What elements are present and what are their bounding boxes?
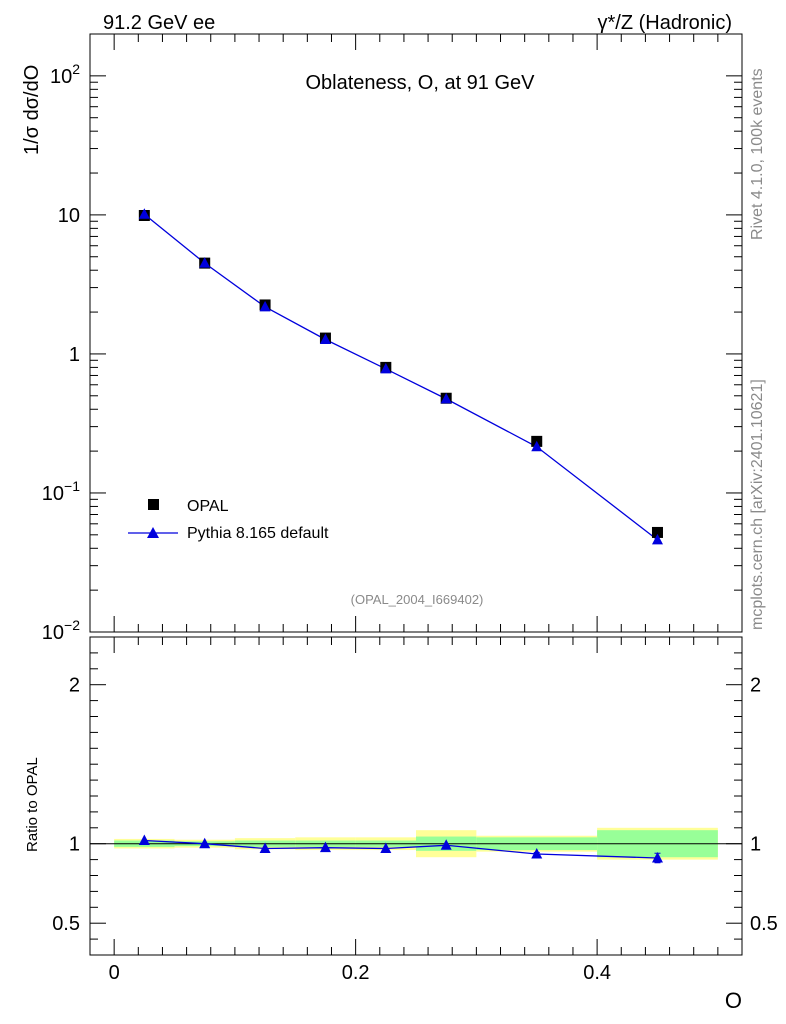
opal-point	[651, 526, 663, 538]
pythia-point	[138, 208, 150, 219]
pythia-point	[440, 392, 452, 404]
y-tick-label: 1	[69, 344, 80, 366]
legend-opal-label: OPAL	[187, 498, 229, 515]
ratio-frame	[89, 636, 743, 956]
plot-title: Oblateness, O, at 91 GeV	[305, 72, 535, 94]
header-right: γ*/Z (Hadronic)	[598, 12, 732, 34]
x-axis-label: O	[725, 988, 742, 1013]
ratio-panel: 0 0.2 0.4 0.5 0.5 1 1 2 2	[52, 636, 778, 984]
legend-pythia-label: Pythia 8.165 default	[187, 525, 329, 542]
pythia-line	[143, 213, 658, 541]
y-tick-label: 10	[58, 205, 80, 227]
x-tick-label: 0.4	[583, 962, 611, 984]
pythia-point	[319, 333, 331, 344]
ratio-tick-label-right: 0.5	[750, 913, 778, 935]
legend: OPAL Pythia 8.165 default	[128, 498, 329, 542]
legend-pythia-marker	[147, 527, 159, 538]
ratio-point	[259, 842, 271, 853]
main-frame	[89, 33, 743, 633]
y-tick-label: 10−2	[42, 617, 80, 644]
legend-opal-marker	[148, 499, 159, 510]
ratio-point	[319, 841, 331, 853]
ratio-point	[138, 834, 150, 846]
pythia-point	[531, 440, 543, 452]
pythia-point	[199, 257, 211, 268]
ratio-axis-label: Ratio to OPAL	[24, 757, 41, 852]
analysis-tag: (OPAL_2004_I669402)	[351, 592, 484, 607]
ratio-tick-label-right: 1	[750, 834, 761, 856]
x-tick-label: 0	[109, 962, 120, 984]
header-left: 91.2 GeV ee	[103, 12, 215, 34]
pythia-point	[651, 533, 663, 545]
ratio-tick-label-left: 0.5	[52, 913, 80, 935]
ratio-point	[531, 848, 543, 859]
pythia-point	[380, 362, 392, 374]
ratio-point	[380, 842, 392, 853]
main-panel: 10−2 10−1 1 10 102	[42, 33, 743, 644]
x-tick-label: 0.2	[342, 962, 370, 984]
ratio-point	[199, 837, 211, 849]
ratio-tick-label-left: 1	[69, 834, 80, 856]
ratio-tick-label-left: 2	[69, 675, 80, 697]
mcplots-label: mcplots.cern.ch [arXiv:2401.10621]	[749, 379, 766, 630]
y-axis-label: 1/σ dσ/dO	[21, 65, 43, 155]
pythia-point	[259, 300, 271, 312]
ratio-point	[651, 852, 663, 863]
ratio-point	[440, 839, 452, 850]
ratio-line	[144, 839, 658, 859]
rivet-label: Rivet 4.1.0, 100k events	[749, 68, 766, 240]
ratio-tick-label-right: 2	[750, 675, 761, 697]
y-tick-label: 10−1	[42, 478, 80, 505]
y-tick-label: 102	[50, 61, 80, 88]
